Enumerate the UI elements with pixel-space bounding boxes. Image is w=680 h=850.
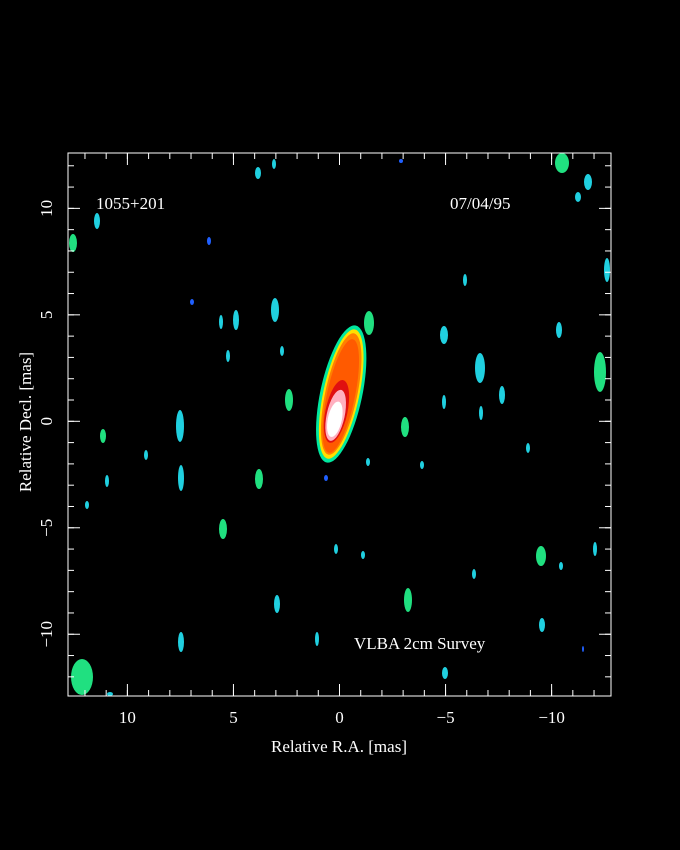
y-tick-label: −5 (37, 519, 56, 537)
y-tick-label: 0 (37, 417, 56, 426)
y-tick-label: 5 (37, 311, 56, 320)
x-tick-label: 10 (119, 708, 136, 727)
noise-blobs (69, 153, 610, 696)
date: 07/04/95 (450, 194, 510, 213)
annotation: VLBA 2cm Survey (354, 634, 486, 653)
source-name: 1055+201 (96, 194, 165, 213)
x-tick-label: 0 (335, 708, 344, 727)
y-axis-label: Relative Decl. [mas] (16, 352, 35, 492)
y-tick-label: 10 (37, 200, 56, 217)
x-tick-label: −5 (437, 708, 455, 727)
x-tick-label: 5 (229, 708, 238, 727)
x-axis-label: Relative R.A. [mas] (271, 737, 407, 756)
image (69, 153, 610, 696)
core-source (316, 325, 367, 463)
x-tick-label: −10 (538, 708, 565, 727)
y-tick-label: −10 (37, 621, 56, 648)
